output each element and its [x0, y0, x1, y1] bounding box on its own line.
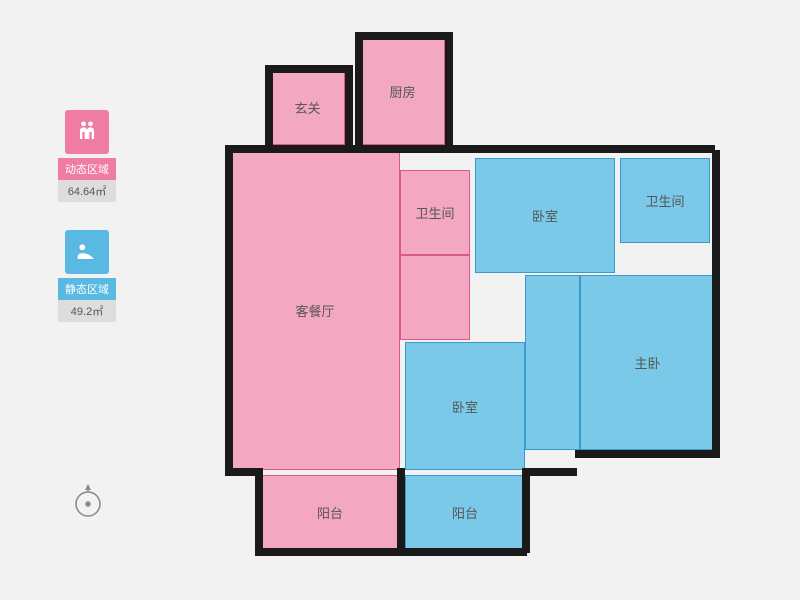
room-balcony2: 阳台: [405, 475, 525, 550]
room-bedroom1: 卧室: [475, 158, 615, 273]
wall: [575, 450, 720, 458]
room-balcony1: 阳台: [260, 475, 400, 550]
wall: [265, 65, 273, 150]
wall: [397, 468, 405, 553]
room-bath2: 卫生间: [620, 158, 710, 243]
wall: [712, 150, 720, 455]
wall: [445, 32, 453, 150]
room-label: 卧室: [452, 397, 478, 416]
room-label: 阳台: [452, 503, 478, 522]
room-master_ext: [525, 275, 580, 450]
wall: [265, 65, 350, 73]
room-label: 主卧: [634, 353, 660, 372]
room-bedroom2: 卧室: [405, 342, 525, 470]
wall: [397, 548, 527, 556]
room-bath1: 卫生间: [400, 170, 470, 255]
room-label: 客餐厅: [295, 301, 334, 320]
room-entry: 玄关: [270, 70, 345, 145]
people-icon: [65, 110, 109, 154]
legend-static-area: 49.2㎡: [58, 300, 116, 322]
wall: [345, 65, 353, 150]
room-living: 客餐厅: [230, 150, 400, 470]
legend-dynamic: 动态区域 64.64㎡: [58, 110, 116, 202]
floorplan: 玄关厨房卫生间客餐厅阳台卧室卫生间主卧卧室阳台: [200, 20, 760, 580]
wall: [255, 548, 405, 556]
room-label: 厨房: [389, 82, 415, 101]
room-label: 卧室: [532, 206, 558, 225]
wall: [225, 145, 715, 153]
legend-dynamic-area: 64.64㎡: [58, 180, 116, 202]
room-label: 阳台: [317, 503, 343, 522]
rest-icon: [65, 230, 109, 274]
legend-dynamic-label: 动态区域: [58, 158, 116, 180]
legend-static: 静态区域 49.2㎡: [58, 230, 116, 322]
compass-icon: [72, 480, 104, 520]
wall: [522, 468, 530, 553]
room-label: 玄关: [294, 98, 320, 117]
legend: 动态区域 64.64㎡ 静态区域 49.2㎡: [58, 110, 116, 350]
room-label: 卫生间: [415, 203, 454, 222]
wall: [355, 32, 450, 40]
wall: [522, 468, 577, 476]
room-kitchen: 厨房: [360, 38, 445, 145]
room-label: 卫生间: [645, 191, 684, 210]
room-master: 主卧: [580, 275, 715, 450]
legend-static-label: 静态区域: [58, 278, 116, 300]
wall: [255, 468, 263, 553]
room-living_ext: [400, 255, 470, 340]
wall: [355, 32, 363, 150]
wall: [225, 145, 233, 475]
